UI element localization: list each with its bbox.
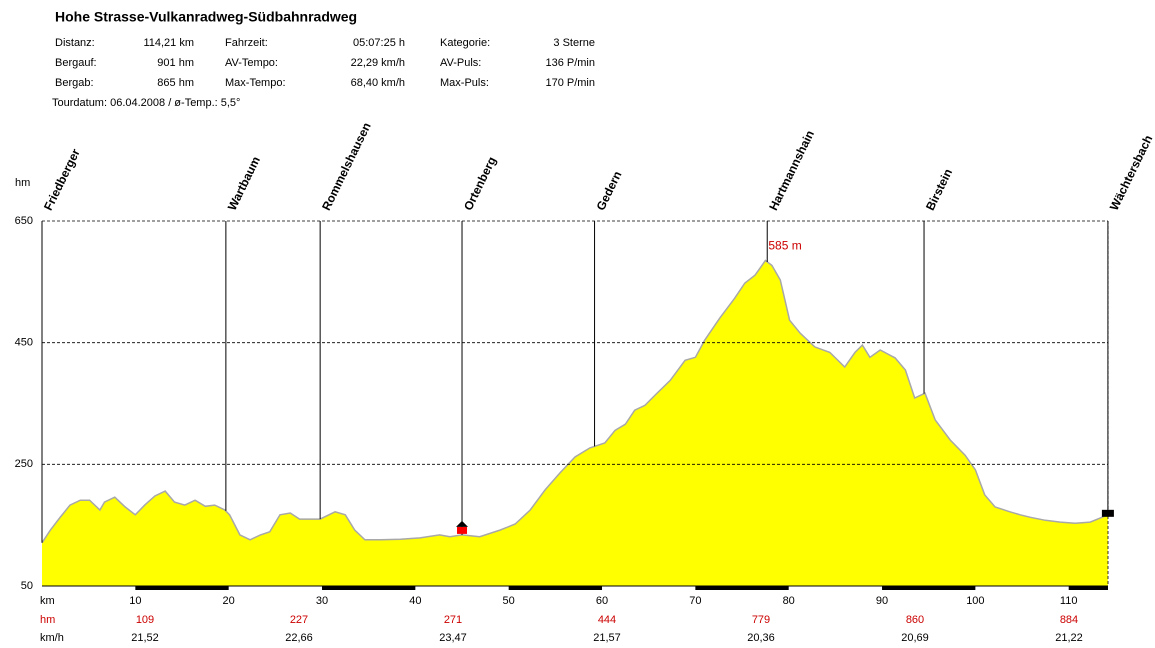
hm-value: 860	[906, 614, 924, 626]
hm-value: 227	[290, 614, 308, 626]
stat-value: 05:07:25 h	[353, 37, 405, 49]
chart-title: Hohe Strasse-Vulkanradweg-Südbahnradweg	[55, 9, 357, 25]
scale-band	[135, 586, 229, 590]
waypoint-label: Hartmannshain	[766, 128, 817, 213]
x-tick-label: 70	[689, 595, 701, 607]
y-tick-label: 250	[15, 458, 33, 470]
y-tick-label: 450	[15, 337, 33, 349]
stat-value: 68,40 km/h	[351, 77, 405, 89]
x-tick-label: 100	[966, 595, 984, 607]
stat-value: 865 hm	[157, 77, 194, 89]
house-icon	[457, 526, 468, 534]
kmh-value: 21,57	[593, 632, 621, 644]
stat-label: Distanz:	[55, 37, 95, 49]
hm-value: 444	[598, 614, 616, 626]
train-icon	[1101, 509, 1114, 517]
stat-label: Max-Puls:	[440, 77, 489, 89]
x-tick-label: 80	[783, 595, 795, 607]
kmh-value: 21,52	[131, 632, 159, 644]
profile-line	[41, 259, 1109, 544]
stat-value: 136 P/min	[545, 57, 595, 69]
peak-label: 585 m	[768, 239, 801, 253]
waypoint-label: Friedberger	[41, 146, 83, 212]
hm-value: 271	[444, 614, 462, 626]
x-tick-label: 30	[316, 595, 328, 607]
stat-label: Fahrzeit:	[225, 37, 268, 49]
waypoint-label: Ortenberg	[461, 154, 499, 212]
x-tick-label: 20	[223, 595, 235, 607]
waypoint-label: Wartbaum	[225, 154, 263, 212]
hm-value: 779	[752, 614, 770, 626]
x-axis-label: km	[40, 595, 55, 607]
kmh-value: 20,36	[747, 632, 775, 644]
kmh-row-label: km/h	[40, 632, 64, 644]
y-axis-label: hm	[15, 177, 30, 189]
stat-label: Bergab:	[55, 77, 94, 89]
stat-value: 901 hm	[157, 57, 194, 69]
y-tick-label: 650	[15, 215, 33, 227]
stat-value: 22,29 km/h	[351, 57, 405, 69]
stat-label: Bergauf:	[55, 57, 97, 69]
scale-band	[508, 586, 603, 590]
hm-value: 109	[136, 614, 154, 626]
hm-value: 884	[1060, 614, 1078, 626]
stat-label: AV-Tempo:	[225, 57, 278, 69]
waypoint-label: Birstein	[923, 166, 955, 212]
stat-label: Max-Tempo:	[225, 77, 286, 89]
waypoint-label: Wächtersbach	[1107, 133, 1155, 213]
y-tick-label: 50	[21, 580, 33, 592]
hm-row-label: hm	[40, 614, 55, 626]
x-tick-label: 110	[1060, 595, 1078, 607]
waypoint-label: Rommelshausen	[319, 120, 374, 212]
kmh-value: 22,66	[285, 632, 313, 644]
x-tick-label: 10	[129, 595, 141, 607]
scale-band	[322, 586, 416, 590]
x-tick-label: 40	[409, 595, 421, 607]
stat-value: 170 P/min	[545, 77, 595, 89]
scale-band	[695, 586, 789, 590]
x-tick-label: 90	[876, 595, 888, 607]
x-tick-label: 60	[596, 595, 608, 607]
kmh-value: 23,47	[439, 632, 467, 644]
stat-label: AV-Puls:	[440, 57, 481, 69]
scale-band	[1068, 586, 1108, 590]
house-roof	[456, 520, 469, 527]
waypoint-label: Gedern	[594, 169, 625, 213]
stat-value: 3 Sterne	[553, 37, 595, 49]
area	[42, 260, 1108, 586]
tour-info: Tourdatum: 06.04.2008 / ø-Temp.: 5,5°	[52, 97, 240, 109]
stat-value: 114,21 km	[143, 37, 194, 49]
kmh-value: 21,22	[1055, 632, 1083, 644]
x-tick-label: 50	[503, 595, 515, 607]
stat-label: Kategorie:	[440, 37, 490, 49]
scale-band	[882, 586, 976, 590]
kmh-value: 20,69	[901, 632, 929, 644]
